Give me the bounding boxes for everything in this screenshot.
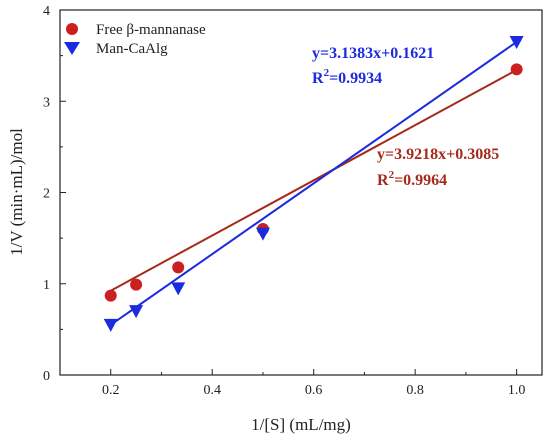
legend-marker-immobilized: [64, 42, 80, 55]
r2-free-prefix: R: [377, 172, 389, 189]
y-tick-label: 0: [43, 369, 50, 384]
y-tick-label: 4: [43, 4, 50, 19]
r2-immobilized-value: =0.9934: [329, 70, 382, 87]
x-tick-label: 1.0: [508, 383, 526, 398]
data-point-free: [104, 289, 117, 302]
r2-free-sup: 2: [389, 169, 395, 181]
x-tick-label: 0.6: [305, 383, 323, 398]
x-tick-label: 0.4: [203, 383, 221, 398]
legend-label-free: Free β-mannanase: [96, 22, 206, 38]
r2-immobilized: R2=0.9934: [312, 67, 382, 87]
equation-immobilized: y=3.1383x+0.1621: [312, 45, 434, 62]
data-point-immobilized: [509, 35, 524, 49]
y-tick-label: 2: [43, 187, 50, 202]
r2-free: R2=0.9964: [377, 169, 447, 189]
data-point-free: [510, 63, 523, 76]
x-tick-label: 0.2: [102, 383, 120, 398]
equation-free: y=3.9218x+0.3085: [377, 146, 499, 163]
fit-line-free: [110, 69, 518, 292]
legend-label-immobilized: Man-CaAlg: [96, 41, 168, 57]
data-point-immobilized: [129, 305, 144, 319]
data-point-immobilized: [255, 227, 270, 241]
data-point-free: [130, 278, 143, 291]
x-axis-title: 1/[S] (mL/mg): [251, 415, 351, 434]
y-tick-label: 3: [43, 95, 50, 110]
y-tick-label: 1: [43, 278, 50, 293]
legend: Free β-mannanase Man-CaAlg: [64, 22, 206, 57]
r2-immobilized-sup: 2: [324, 67, 330, 79]
legend-marker-free: [66, 23, 78, 35]
data-point-immobilized: [103, 318, 118, 332]
r2-immobilized-prefix: R: [312, 70, 324, 87]
r2-free-value: =0.9964: [394, 172, 447, 189]
y-axis-title: 1/V (min·mL)/mol: [7, 128, 26, 256]
data-point-immobilized: [171, 282, 186, 296]
data-point-free: [172, 261, 185, 274]
x-axis-ticks: 0.2 0.4 0.6 0.8 1.0: [59, 369, 526, 398]
data-points: [103, 35, 524, 332]
fit-lines: [110, 41, 518, 326]
fit-line-immobilized: [110, 41, 518, 326]
y-axis-ticks: 0 1 2 3 4: [43, 4, 66, 384]
x-tick-label: 0.8: [406, 383, 424, 398]
